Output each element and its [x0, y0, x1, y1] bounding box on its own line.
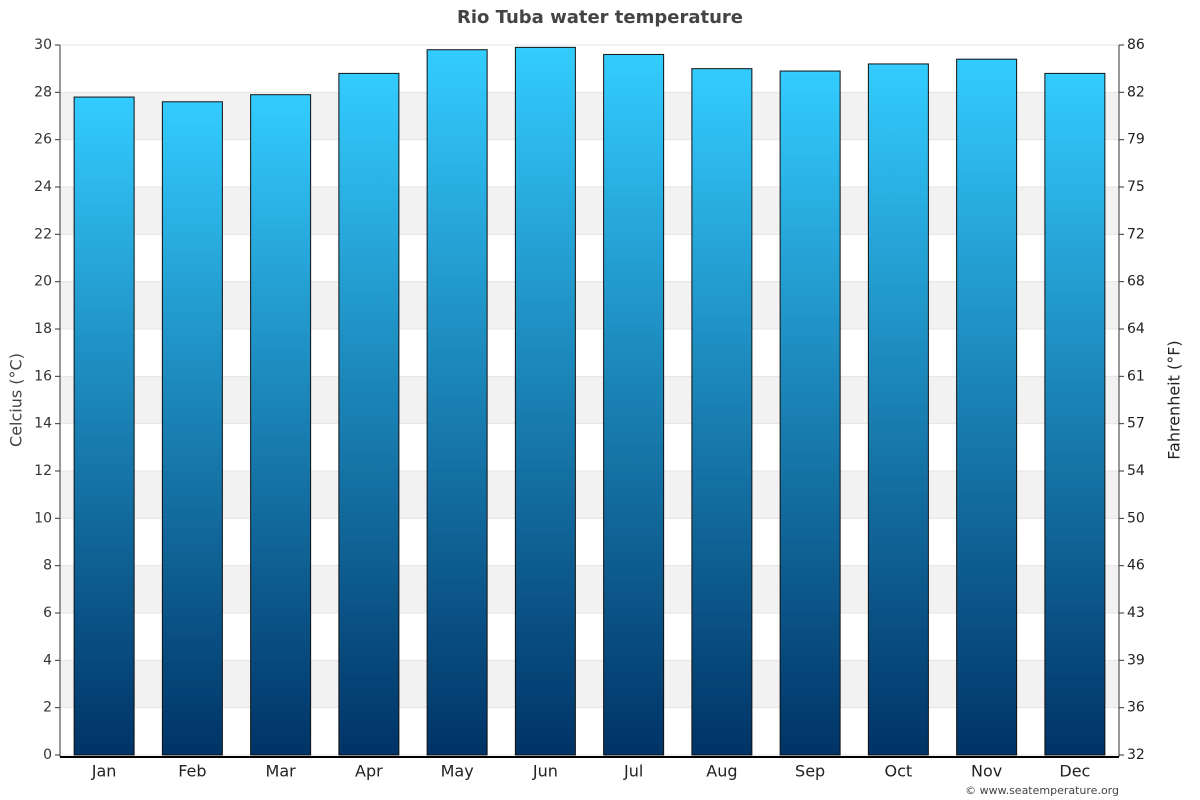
y2-tick-label: 43 — [1127, 605, 1145, 621]
bar — [691, 68, 753, 756]
y2-tick-label: 46 — [1127, 558, 1145, 574]
grid-band — [60, 660, 1119, 708]
y-axis-title: Celcius (°C) — [7, 353, 26, 447]
y-tick-label: 24 — [34, 179, 52, 195]
bar — [250, 94, 312, 756]
y2-tick-label: 79 — [1127, 132, 1145, 148]
x-tick-label: Jun — [532, 762, 558, 781]
y-tick-label: 14 — [34, 416, 52, 432]
y2-tick-label: 50 — [1127, 510, 1145, 526]
y2-tick-label: 36 — [1127, 700, 1145, 716]
grid-band — [60, 281, 1119, 329]
grid-band — [60, 92, 1119, 140]
y-tick-label: 8 — [43, 558, 52, 574]
y-tick-label: 30 — [34, 37, 52, 53]
y-tick-label: 6 — [43, 605, 52, 621]
bar — [338, 72, 400, 756]
x-tick-label: Aug — [706, 762, 737, 781]
chart-title: Rio Tuba water temperature — [457, 7, 743, 28]
bar — [603, 53, 665, 756]
bar — [956, 58, 1018, 756]
y2-tick-label: 32 — [1127, 747, 1145, 763]
y-tick-label: 18 — [34, 321, 52, 337]
grid-band — [60, 471, 1119, 519]
grid-band — [60, 187, 1119, 235]
y-tick-label: 20 — [34, 274, 52, 290]
bar — [779, 70, 841, 756]
y-tick-label: 28 — [34, 84, 52, 100]
bar — [73, 96, 135, 756]
y2-tick-label: 72 — [1127, 226, 1145, 242]
grid-band — [60, 565, 1119, 613]
grid-band — [60, 376, 1119, 424]
x-tick-label: Dec — [1059, 762, 1090, 781]
y2-tick-label: 57 — [1127, 416, 1145, 432]
x-tick-label: Sep — [795, 762, 825, 781]
x-tick-label: Jul — [623, 762, 643, 781]
x-tick-label: Mar — [266, 762, 297, 781]
x-tick-label: Jan — [91, 762, 117, 781]
x-tick-label: May — [441, 762, 474, 781]
bar — [867, 63, 929, 756]
x-tick-label: Oct — [885, 762, 913, 781]
y-tick-label: 0 — [43, 747, 52, 763]
y2-axis-title: Fahrenheit (°F) — [1165, 340, 1184, 459]
y2-tick-label: 54 — [1127, 463, 1145, 479]
bar — [161, 101, 223, 756]
y-tick-label: 16 — [34, 368, 52, 384]
bar — [426, 49, 488, 756]
x-tick-label: Nov — [971, 762, 1002, 781]
y2-tick-label: 64 — [1127, 321, 1145, 337]
y-tick-label: 4 — [43, 652, 52, 668]
y2-tick-label: 86 — [1127, 37, 1145, 53]
bar — [514, 46, 576, 756]
y-tick-label: 26 — [34, 132, 52, 148]
y-tick-label: 10 — [34, 510, 52, 526]
y-tick-label: 2 — [43, 700, 52, 716]
bar — [1044, 72, 1106, 756]
y2-tick-label: 68 — [1127, 274, 1145, 290]
x-tick-label: Feb — [178, 762, 206, 781]
x-tick-label: Apr — [355, 762, 383, 781]
y2-tick-label: 82 — [1127, 84, 1145, 100]
y2-tick-label: 39 — [1127, 652, 1145, 668]
y-tick-label: 22 — [34, 226, 52, 242]
y2-tick-label: 61 — [1127, 368, 1145, 384]
source: © www.seatemperature.org — [965, 784, 1119, 797]
y2-tick-label: 75 — [1127, 179, 1145, 195]
y-tick-label: 12 — [34, 463, 52, 479]
